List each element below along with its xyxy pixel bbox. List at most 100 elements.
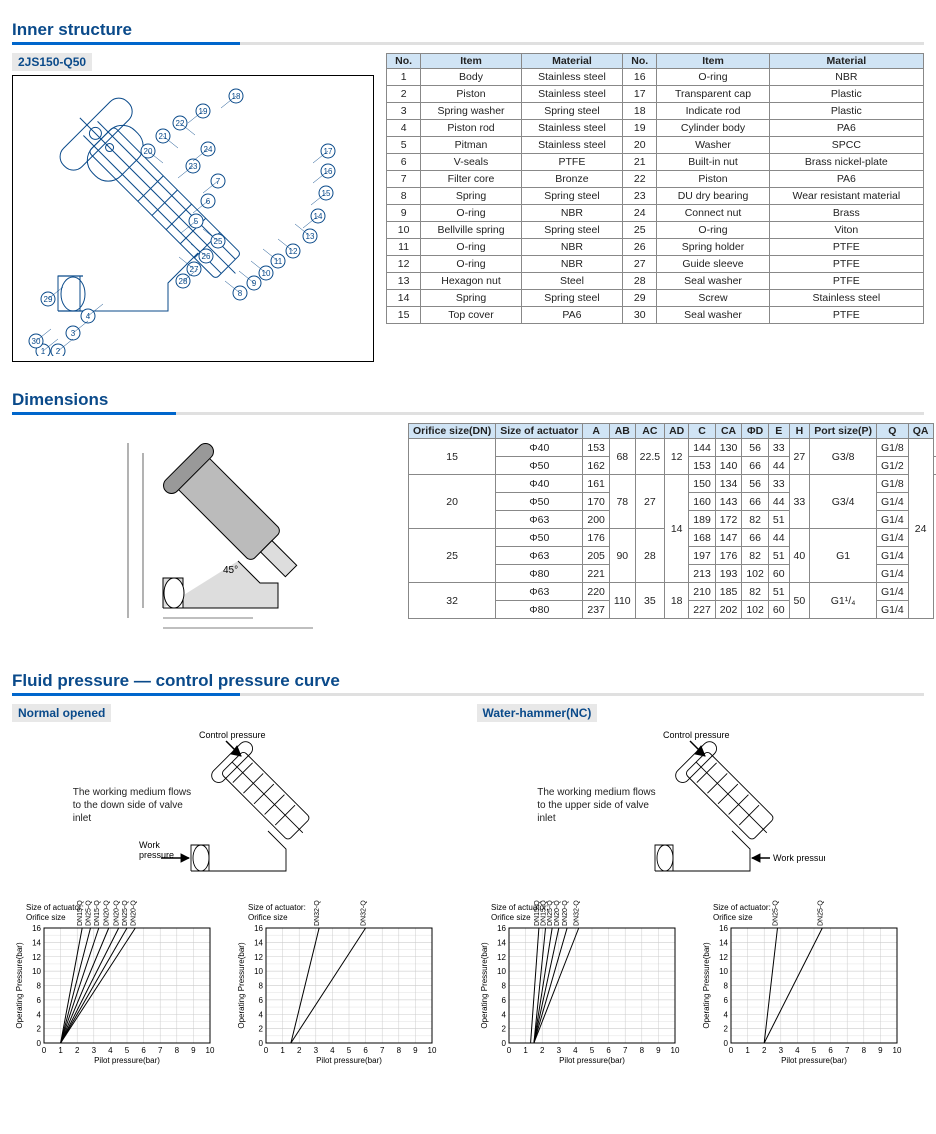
svg-text:DN20-Q40: DN20-Q40 [562, 900, 569, 926]
col-header: A [583, 424, 610, 439]
svg-text:2-P: 2-P [153, 566, 165, 575]
chart3: 0246810121416012345678910DN15-Q50DN15-Q4… [477, 900, 681, 1065]
svg-text:Work pressure: Work pressure [773, 853, 825, 863]
col-header: CA [715, 424, 742, 439]
svg-text:7: 7 [216, 177, 221, 186]
table-row: 13Hexagon nutSteel28Seal washerPTFE [387, 273, 924, 290]
svg-text:AD: AD [213, 616, 224, 625]
svg-text:Control pressure: Control pressure [199, 730, 266, 740]
svg-text:CA: CA [122, 520, 132, 533]
table-row: 15Top coverPA630Seal washerPTFE [387, 307, 924, 324]
table-row: 14SpringSpring steel29ScrewStainless ste… [387, 290, 924, 307]
col-header: AC [635, 424, 664, 439]
table-row: 6V-sealsPTFE21Built-in nutBrass nickel-p… [387, 154, 924, 171]
svg-text:QA: QA [246, 461, 258, 470]
svg-text:14: 14 [32, 938, 41, 947]
svg-text:2: 2 [539, 1046, 544, 1055]
svg-text:8: 8 [259, 982, 264, 991]
svg-text:8: 8 [501, 982, 506, 991]
svg-text:10: 10 [206, 1046, 215, 1055]
svg-text:DN25-Q50: DN25-Q50 [122, 900, 129, 926]
table-row: 4Piston rodStainless steel19Cylinder bod… [387, 120, 924, 137]
valve-sketch-left: Control pressure Workpressure The workin… [131, 726, 341, 896]
svg-text:6: 6 [37, 996, 42, 1005]
svg-text:Operating Pressure(bar): Operating Pressure(bar) [15, 942, 24, 1029]
no-label: Normal opened [12, 704, 111, 722]
svg-text:2: 2 [761, 1046, 766, 1055]
svg-text:8: 8 [723, 982, 728, 991]
table-row: 11O-ringNBR26Spring holderPTFE [387, 239, 924, 256]
svg-text:1: 1 [523, 1046, 528, 1055]
svg-text:5: 5 [125, 1046, 130, 1055]
table-row: 8SpringSpring steel23DU dry bearingWear … [387, 188, 924, 205]
svg-text:pressure: pressure [139, 850, 174, 860]
col-header: C [689, 424, 716, 439]
divider [12, 412, 924, 415]
svg-text:8: 8 [397, 1046, 402, 1055]
svg-text:6: 6 [363, 1046, 368, 1055]
svg-text:Operating Pressure(bar): Operating Pressure(bar) [480, 942, 489, 1029]
col-header: Port size(P) [810, 424, 877, 439]
svg-text:DN25-Q63: DN25-Q63 [772, 900, 779, 926]
section-title-inner: Inner structure [12, 20, 924, 40]
svg-text:8: 8 [175, 1046, 180, 1055]
normal-opened-col: Normal opened Control pressure Workpress… [12, 704, 460, 1065]
svg-text:Pilot pressure(bar): Pilot pressure(bar) [781, 1056, 847, 1065]
svg-text:5: 5 [347, 1046, 352, 1055]
chart1: 0246810121416012345678910DN15-Q50DN25-Q6… [12, 900, 216, 1065]
table-row: 32Φ632201103518210185825150G1¹/₄G1/4 [409, 583, 936, 601]
svg-text:8: 8 [238, 289, 243, 298]
svg-text:Size of actuator:: Size of actuator: [713, 903, 771, 912]
svg-text:12: 12 [254, 953, 263, 962]
svg-text:DN20-Q63: DN20-Q63 [114, 900, 121, 926]
table-row: 1BodyStainless steel16O-ringNBR [387, 69, 924, 86]
svg-text:DN20-Q50: DN20-Q50 [553, 900, 560, 926]
svg-text:16: 16 [497, 924, 506, 933]
svg-text:DN25-Q50: DN25-Q50 [817, 900, 824, 926]
svg-text:10: 10 [497, 967, 506, 976]
svg-text:10: 10 [670, 1046, 679, 1055]
svg-text:10: 10 [892, 1046, 901, 1055]
svg-text:10: 10 [428, 1046, 437, 1055]
svg-text:6: 6 [206, 197, 211, 206]
svg-text:Pilot pressure(bar): Pilot pressure(bar) [559, 1056, 625, 1065]
svg-text:1: 1 [41, 347, 46, 356]
svg-text:9: 9 [413, 1046, 418, 1055]
svg-text:18: 18 [232, 92, 241, 101]
svg-text:Size of actuator:: Size of actuator: [26, 903, 84, 912]
svg-text:4: 4 [86, 312, 91, 321]
col-header: No. [387, 54, 421, 69]
svg-text:7: 7 [844, 1046, 849, 1055]
svg-text:5: 5 [811, 1046, 816, 1055]
table-row: 7Filter coreBronze22PistonPA6 [387, 171, 924, 188]
svg-text:4: 4 [37, 1010, 42, 1019]
svg-text:3: 3 [778, 1046, 783, 1055]
svg-text:9: 9 [191, 1046, 196, 1055]
dims-row: 45° CA C A AB ACAD ΦD QA E H 2-P Orifice… [12, 423, 924, 643]
divider [12, 42, 924, 45]
svg-text:Pilot pressure(bar): Pilot pressure(bar) [94, 1056, 160, 1065]
svg-text:Operating Pressure(bar): Operating Pressure(bar) [237, 942, 246, 1029]
svg-text:3: 3 [556, 1046, 561, 1055]
svg-text:0: 0 [506, 1046, 511, 1055]
svg-text:24: 24 [204, 145, 213, 154]
chart2: 0246810121416012345678910DN32-Q80DN32-Q6… [234, 900, 438, 1065]
col-header: Material [521, 54, 622, 69]
section-title-dims: Dimensions [12, 390, 924, 410]
svg-text:AC: AC [173, 616, 184, 625]
svg-text:23: 23 [189, 162, 198, 171]
col-header: Item [421, 54, 522, 69]
col-header: AB [609, 424, 635, 439]
svg-text:9: 9 [656, 1046, 661, 1055]
svg-text:Pilot pressure(bar): Pilot pressure(bar) [316, 1056, 382, 1065]
svg-text:12: 12 [497, 953, 506, 962]
svg-text:2: 2 [501, 1025, 506, 1034]
svg-text:Size of actuator:: Size of actuator: [248, 903, 306, 912]
svg-text:0: 0 [264, 1046, 269, 1055]
svg-text:6: 6 [606, 1046, 611, 1055]
svg-text:3: 3 [314, 1046, 319, 1055]
svg-text:10: 10 [254, 967, 263, 976]
svg-text:8: 8 [639, 1046, 644, 1055]
svg-text:7: 7 [380, 1046, 385, 1055]
model-label: 2JS150-Q50 [12, 53, 92, 71]
